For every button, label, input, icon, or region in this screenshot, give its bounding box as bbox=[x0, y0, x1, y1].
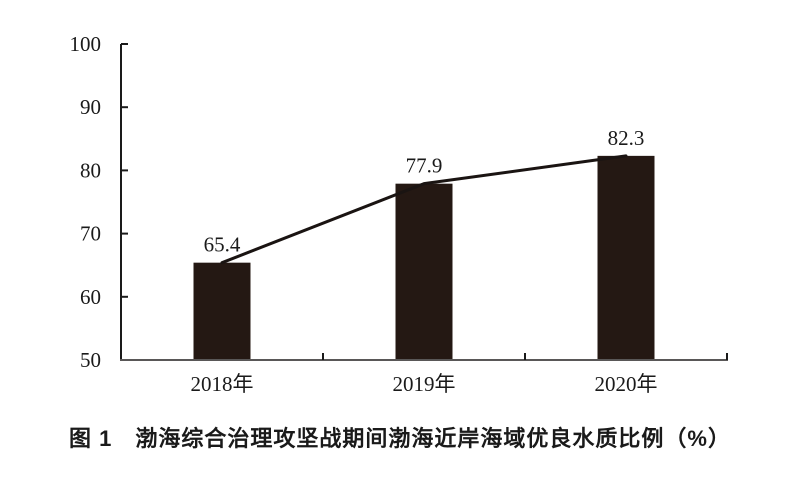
y-tick-label: 50 bbox=[80, 348, 101, 372]
x-category-label: 2018年 bbox=[191, 372, 254, 396]
bar-2018年 bbox=[193, 262, 251, 360]
value-label: 65.4 bbox=[204, 233, 241, 257]
chart-caption: 图 1 渤海综合治理攻坚战期间渤海近岸海域优良水质比例（%） bbox=[69, 426, 731, 451]
y-tick-label: 60 bbox=[80, 285, 101, 309]
x-category-label: 2019年 bbox=[393, 372, 456, 396]
y-tick-label: 90 bbox=[80, 95, 101, 119]
bar-2020年 bbox=[597, 155, 655, 360]
y-tick-label: 100 bbox=[70, 32, 102, 56]
trend-line bbox=[220, 154, 628, 265]
x-category-label: 2020年 bbox=[595, 372, 658, 396]
y-tick-label: 80 bbox=[80, 158, 101, 182]
value-label: 82.3 bbox=[608, 126, 645, 150]
value-label: 77.9 bbox=[406, 154, 443, 178]
chart-canvas: 50 60 70 80 90 100 65.4 77.9 82.3 2018年 2019年 2020年 bbox=[70, 32, 728, 396]
y-tick-label: 70 bbox=[80, 222, 101, 246]
bar-2019年 bbox=[395, 183, 453, 360]
